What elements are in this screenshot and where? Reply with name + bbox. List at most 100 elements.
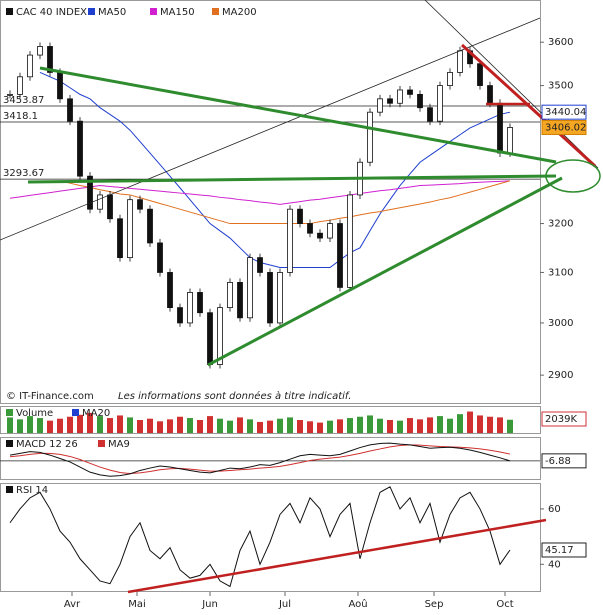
legend-swatch <box>150 8 157 15</box>
candle <box>477 63 483 86</box>
legend-label: MA50 <box>98 7 126 18</box>
candle <box>367 111 373 163</box>
candle <box>27 54 33 78</box>
candle <box>87 175 93 210</box>
candle <box>287 208 293 273</box>
volume-bar <box>127 417 133 433</box>
volume-bar <box>27 416 33 433</box>
volume-bar <box>227 420 233 433</box>
candle <box>237 282 243 319</box>
candle <box>157 242 163 273</box>
trend-line <box>207 176 563 367</box>
volume-bar <box>147 418 153 433</box>
volume-bar <box>187 418 193 433</box>
volume-bar <box>367 415 373 433</box>
volume-bar <box>337 419 343 433</box>
volume-bar <box>67 416 73 433</box>
level-label: 3418.1 <box>3 111 38 122</box>
candle <box>377 98 383 113</box>
volume-bar <box>47 420 53 433</box>
level-label: 3293.67 <box>3 168 44 179</box>
macd-line <box>9 442 511 477</box>
candle <box>57 72 63 100</box>
panel-label: MA20 <box>82 408 110 419</box>
volume-bar <box>77 414 83 433</box>
volume-bar <box>377 418 383 433</box>
rsi-panel <box>0 483 541 592</box>
y-tick-label: 3200 <box>548 219 573 230</box>
price-panel <box>0 0 541 404</box>
moving-average <box>9 180 511 205</box>
volume-bar <box>327 420 333 433</box>
candle <box>507 127 513 154</box>
y-tick-label: 3600 <box>548 37 573 48</box>
volume-bar <box>387 420 393 433</box>
x-tick-label: Mai <box>128 599 146 610</box>
legend-swatch <box>88 8 95 15</box>
trend-line <box>39 66 557 164</box>
candle <box>247 257 253 319</box>
volume-bar <box>17 419 23 433</box>
annotations <box>0 0 601 594</box>
volume-bar <box>357 416 363 433</box>
volume-bar <box>137 420 143 433</box>
panel-label: MA9 <box>108 439 130 450</box>
value-box <box>541 542 587 558</box>
candle <box>487 85 493 104</box>
candle <box>497 102 503 154</box>
candle <box>227 282 233 309</box>
candle <box>107 194 113 220</box>
moving-average <box>59 180 511 225</box>
candle <box>187 292 193 324</box>
volume-bar <box>457 414 463 433</box>
volume-bar <box>237 417 243 433</box>
candle <box>147 208 153 244</box>
level-label: 3453.87 <box>3 95 44 106</box>
rsi-line <box>9 486 511 588</box>
value-box <box>541 119 587 135</box>
disclaimer: Les informations sont données à titre in… <box>118 390 351 402</box>
chart-title: CAC 40 INDEX <box>16 7 87 18</box>
moving-average <box>39 71 511 268</box>
labels: CAC 40 INDEX © IT-Finance.com Les inform… <box>3 7 587 610</box>
volume-bar <box>57 418 63 433</box>
volume-bar <box>347 418 353 433</box>
channel-line <box>424 0 599 169</box>
candle <box>137 199 143 210</box>
legend-swatch <box>6 486 13 493</box>
value-label: -6.88 <box>545 456 571 467</box>
candle <box>337 223 343 288</box>
volume-bar <box>437 416 443 433</box>
candle <box>37 46 43 56</box>
volume-bar <box>317 422 323 433</box>
legend-swatch <box>212 8 219 15</box>
volume-last-label: 2039K <box>545 414 577 425</box>
value-box <box>541 453 587 469</box>
trend-line <box>27 174 557 184</box>
channel-line <box>0 17 541 241</box>
volume-bar <box>247 419 253 433</box>
candle <box>97 194 103 210</box>
y-tick-label: 3500 <box>548 81 573 92</box>
x-tick-label: Jul <box>278 599 291 610</box>
candle <box>407 89 413 95</box>
volume-bar <box>197 420 203 433</box>
legend-swatch <box>6 440 13 447</box>
candle <box>197 292 203 314</box>
candle <box>127 199 133 259</box>
candle <box>327 223 333 239</box>
y-tick-label: 3100 <box>548 267 573 278</box>
data-layer <box>0 41 544 596</box>
volume-bar <box>87 412 93 433</box>
value-label: 3406.02 <box>545 122 586 133</box>
candle <box>7 93 13 96</box>
volume-bar <box>157 421 163 433</box>
volume-bar <box>257 421 263 433</box>
volume-bar <box>407 418 413 433</box>
footer: © IT-Finance.com <box>6 391 94 402</box>
x-tick-label: Sep <box>425 599 444 610</box>
candle <box>257 257 263 273</box>
volume-bar <box>447 418 453 433</box>
